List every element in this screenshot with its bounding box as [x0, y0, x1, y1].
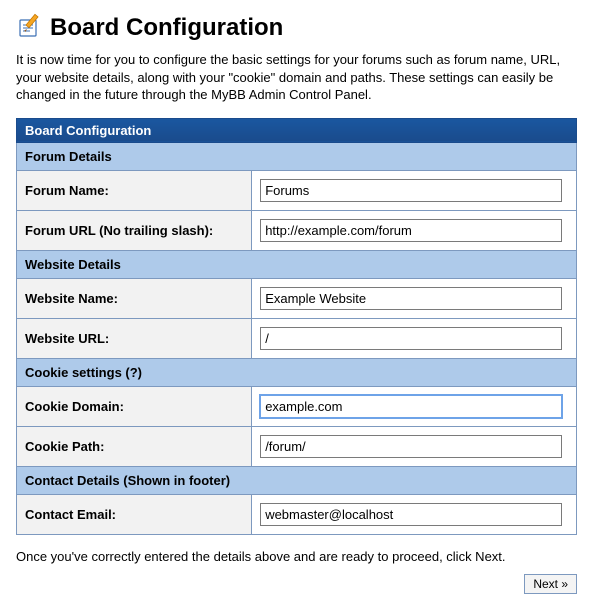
section-cookie-settings: Cookie settings (?): [17, 358, 577, 386]
footer-text: Once you've correctly entered the detail…: [16, 549, 577, 564]
intro-text: It is now time for you to configure the …: [16, 51, 577, 104]
website-url-input[interactable]: [260, 327, 562, 350]
forum-url-label: Forum URL (No trailing slash):: [17, 210, 252, 250]
cookie-domain-input[interactable]: [260, 395, 562, 418]
config-table: Board Configuration Forum Details Forum …: [16, 118, 577, 535]
website-name-label: Website Name:: [17, 278, 252, 318]
next-button[interactable]: Next »: [524, 574, 577, 594]
forum-url-input[interactable]: [260, 219, 562, 242]
table-header: Board Configuration: [17, 118, 577, 142]
cookie-path-input[interactable]: [260, 435, 562, 458]
website-url-label: Website URL:: [17, 318, 252, 358]
section-forum-details: Forum Details: [17, 142, 577, 170]
forum-name-input[interactable]: [260, 179, 562, 202]
cookie-path-label: Cookie Path:: [17, 426, 252, 466]
forum-name-label: Forum Name:: [17, 170, 252, 210]
website-name-input[interactable]: [260, 287, 562, 310]
contact-email-label: Contact Email:: [17, 494, 252, 534]
section-contact-details: Contact Details (Shown in footer): [17, 466, 577, 494]
contact-email-input[interactable]: [260, 503, 562, 526]
config-icon: [16, 12, 44, 43]
page-title: Board Configuration: [50, 14, 283, 42]
cookie-domain-label: Cookie Domain:: [17, 386, 252, 426]
section-website-details: Website Details: [17, 250, 577, 278]
